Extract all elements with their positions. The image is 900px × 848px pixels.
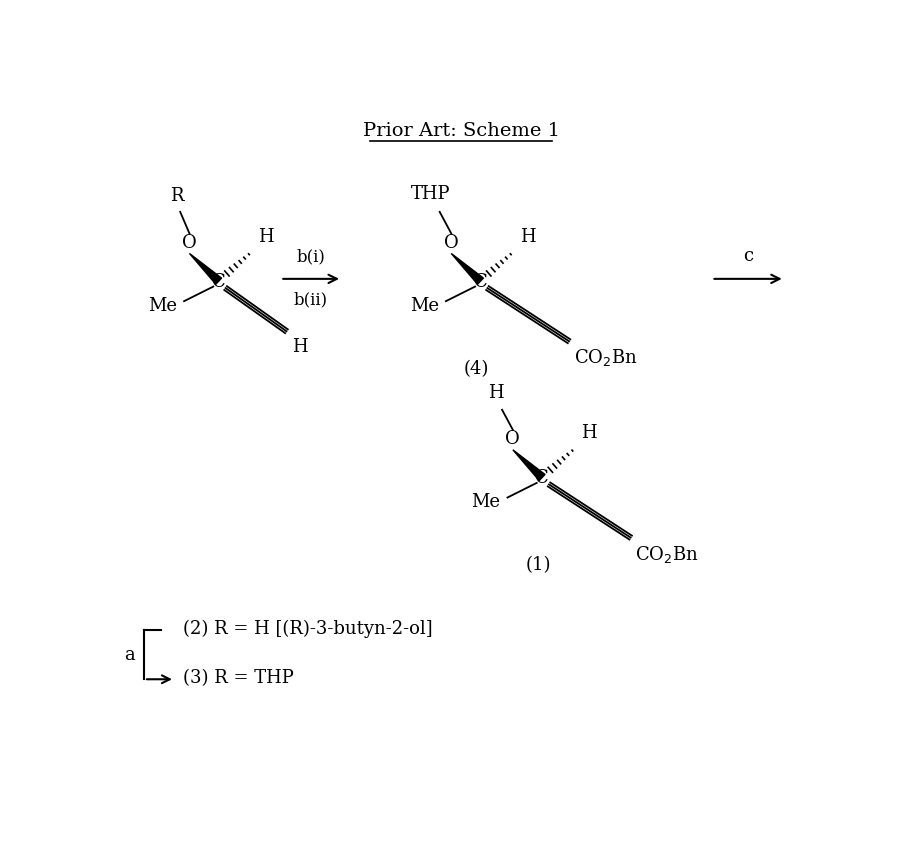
Text: O: O	[444, 234, 459, 252]
Text: C: C	[536, 469, 549, 488]
Text: b(ii): b(ii)	[294, 291, 328, 308]
Text: R: R	[170, 187, 184, 205]
Text: H: H	[488, 384, 504, 402]
Polygon shape	[189, 254, 221, 284]
Text: c: c	[742, 247, 752, 265]
Text: CO$_2$Bn: CO$_2$Bn	[635, 544, 699, 565]
Text: (2) R = H [(R)-3-butyn-2-ol]: (2) R = H [(R)-3-butyn-2-ol]	[183, 619, 432, 638]
Text: a: a	[124, 645, 135, 664]
Text: H: H	[258, 228, 274, 246]
Text: H: H	[581, 424, 597, 442]
Text: O: O	[182, 234, 197, 252]
Text: (1): (1)	[526, 556, 551, 574]
Polygon shape	[513, 449, 545, 481]
Text: Me: Me	[472, 494, 500, 511]
Text: H: H	[292, 338, 308, 356]
Text: THP: THP	[410, 186, 450, 204]
Text: C: C	[212, 273, 226, 291]
Text: b(i): b(i)	[297, 248, 326, 265]
Polygon shape	[451, 254, 483, 284]
Text: CO$_2$Bn: CO$_2$Bn	[573, 348, 637, 368]
Text: Me: Me	[148, 297, 177, 315]
Text: O: O	[506, 430, 520, 448]
Text: (3) R = THP: (3) R = THP	[183, 669, 293, 687]
Text: C: C	[473, 273, 488, 291]
Text: Me: Me	[410, 297, 439, 315]
Text: (4): (4)	[464, 360, 490, 377]
Text: H: H	[520, 228, 536, 246]
Text: Prior Art: Scheme 1: Prior Art: Scheme 1	[363, 122, 560, 140]
